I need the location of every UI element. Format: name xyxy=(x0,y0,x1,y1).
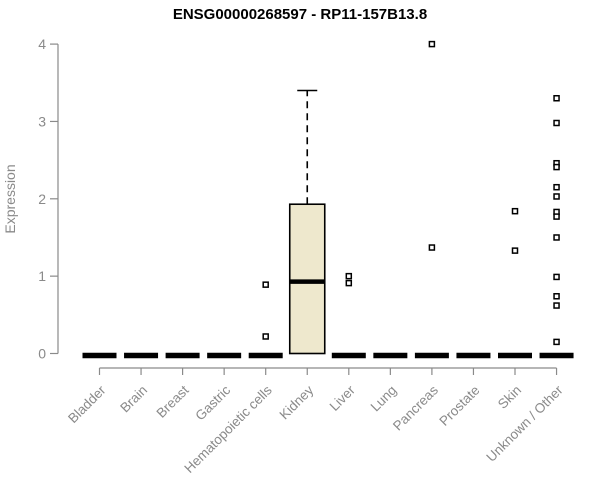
outlier-point-unknown-other xyxy=(553,94,560,102)
outlier-point-unknown-other xyxy=(553,183,560,191)
x-tick-label-breast: Breast xyxy=(154,382,192,420)
outlier-point-pancreas xyxy=(428,244,436,251)
y-tick-label: 1 xyxy=(38,268,46,284)
x-tick-label-pancreas: Pancreas xyxy=(390,382,441,433)
outlier-point-hematopoietic-cells xyxy=(262,333,269,340)
y-tick-label: 2 xyxy=(38,191,46,207)
chart-title: ENSG00000268597 - RP11-157B13.8 xyxy=(173,6,427,23)
outlier-point-unknown-other xyxy=(553,293,560,300)
x-tick-label-brain: Brain xyxy=(117,383,150,416)
y-tick-label: 4 xyxy=(38,36,46,52)
x-tick-label-lung: Lung xyxy=(368,383,400,415)
outlier-point-hematopoietic-cells xyxy=(262,281,269,288)
outlier-point-unknown-other xyxy=(553,163,560,171)
outlier-point-unknown-other xyxy=(553,234,560,241)
x-tick-label-skin: Skin xyxy=(495,383,524,412)
outlier-point-unknown-other xyxy=(553,273,560,281)
outlier-point-unknown-other xyxy=(553,213,560,220)
outlier-point-pancreas xyxy=(428,40,436,48)
box-kidney xyxy=(288,203,326,355)
y-tick-label: 3 xyxy=(38,113,46,129)
x-tick-label-unknown-other: Unknown / Other xyxy=(483,382,566,465)
outlier-point-liver xyxy=(345,279,353,287)
y-axis-label: Expression xyxy=(2,164,18,233)
x-tick-label-kidney: Kidney xyxy=(277,382,317,422)
outlier-point-skin xyxy=(511,207,519,215)
outlier-point-unknown-other xyxy=(553,338,560,346)
outlier-point-unknown-other xyxy=(553,302,560,309)
outlier-point-liver xyxy=(345,272,353,280)
y-tick-label: 0 xyxy=(38,346,46,362)
outlier-point-unknown-other xyxy=(553,119,560,127)
x-tick-label-bladder: Bladder xyxy=(65,382,109,426)
x-tick-label-prostate: Prostate xyxy=(436,383,482,429)
outlier-point-unknown-other xyxy=(553,193,560,200)
outlier-point-skin xyxy=(511,247,519,254)
x-tick-label-gastric: Gastric xyxy=(192,382,233,423)
x-tick-label-liver: Liver xyxy=(327,382,359,414)
